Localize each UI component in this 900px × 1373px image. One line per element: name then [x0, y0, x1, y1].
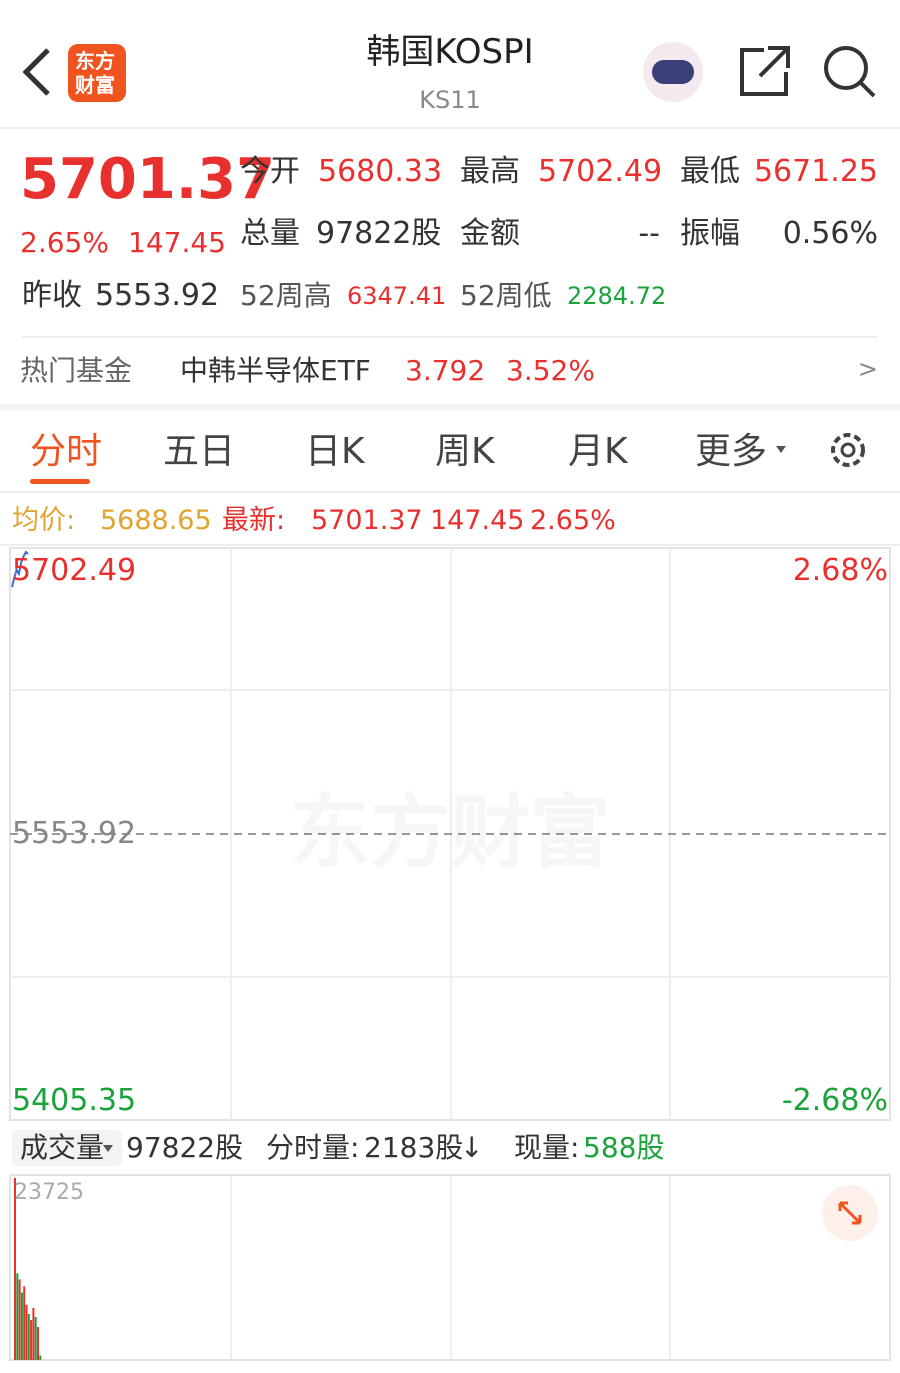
volume-caret [103, 1145, 113, 1152]
volume-bar [14, 1178, 16, 1360]
back-button[interactable] [22, 48, 50, 96]
label: 振幅 [680, 216, 740, 251]
logo [68, 44, 126, 102]
latest-price: 5701.37 [311, 505, 423, 536]
label: 昨收 [22, 278, 82, 313]
volume-bar [32, 1307, 35, 1360]
y-tick-label: 5553.92 [12, 816, 137, 851]
last-price: 5701.37 [20, 147, 276, 212]
latest-pct: 2.65% [530, 505, 616, 536]
high: 5702.49 [538, 154, 663, 189]
current-volume: 588股 [583, 1131, 665, 1164]
volume-bar [18, 1279, 21, 1360]
index-code: KS11 [419, 86, 481, 114]
fund-label: 热门基金 [20, 354, 133, 387]
amount: -- [638, 216, 660, 251]
minute-volume-label: 分时量: [266, 1131, 360, 1164]
low: 5671.25 [753, 154, 878, 189]
expand-icon [838, 1201, 862, 1225]
change-pct: 2.65% [20, 226, 109, 259]
more-caret [776, 446, 786, 453]
label: 最低 [680, 154, 740, 189]
page-title: 韩国KOSPI [366, 32, 534, 72]
fund-name[interactable]: 中韩半导体ETF [180, 354, 371, 387]
fund-pct: 3.52% [506, 354, 595, 387]
avg-price: 5688.65 [100, 505, 212, 536]
volume-bar [30, 1320, 33, 1360]
volume-total: 97822股 [126, 1131, 244, 1164]
share-icon[interactable] [740, 46, 790, 96]
search-icon[interactable] [824, 46, 868, 90]
assistant-face [652, 60, 694, 84]
current-volume-label: 现量: [514, 1131, 580, 1164]
high-52w: 6347.41 [347, 282, 447, 310]
volume-label[interactable]: 成交量 [20, 1131, 105, 1164]
tab-underline [30, 479, 90, 484]
y-tick-label: 5405.35 [12, 1083, 137, 1118]
price-line [11, 550, 29, 588]
latest-label: 最新: [222, 505, 286, 536]
volume-bar [39, 1355, 42, 1360]
label: 今开 [240, 154, 300, 189]
low-52w: 2284.72 [567, 282, 667, 310]
volume-bar [27, 1313, 30, 1360]
volume-bar [37, 1327, 39, 1360]
tab[interactable]: 五日 [163, 431, 236, 472]
label: 金额 [460, 216, 520, 251]
grid [10, 548, 890, 1360]
tab[interactable]: 更多 [695, 431, 768, 472]
search-handle [859, 81, 876, 98]
tab[interactable]: 日K [305, 431, 365, 472]
latest-change: 147.45 [430, 505, 525, 536]
prev-close: 5553.92 [95, 278, 220, 313]
volume-bar [25, 1304, 28, 1360]
y-tick-label: 5702.49 [12, 553, 137, 588]
fund-price: 3.792 [405, 354, 486, 387]
volume-bar [20, 1292, 23, 1360]
y2-tick-label: 2.68% [792, 553, 888, 588]
avg-label: 均价: [12, 505, 76, 536]
volume-bar [16, 1273, 19, 1360]
logo-text: 东方 [75, 49, 115, 73]
tab[interactable]: 周K [435, 431, 495, 472]
logo-text: 财富 [75, 73, 115, 97]
amplitude: 0.56% [782, 216, 878, 251]
settings-icon[interactable] [831, 433, 865, 467]
tab[interactable]: 分时 [30, 431, 103, 472]
settings-core [840, 442, 856, 458]
volume-tick-label: 23725 [14, 1180, 84, 1205]
volume: 97822股 [316, 216, 442, 251]
fund-arrow[interactable]: > [857, 355, 878, 383]
label: 52周高 [240, 279, 332, 312]
open: 5680.33 [318, 154, 443, 189]
minute-volume-arrow: ↓ [460, 1131, 484, 1164]
minute-volume: 2183股 [364, 1131, 464, 1164]
divider-band [0, 404, 900, 410]
volume-chart-frame [9, 1174, 891, 1361]
label: 52周低 [460, 279, 552, 312]
tab[interactable]: 月K [568, 431, 628, 472]
volume-bar [23, 1286, 26, 1360]
change: 147.45 [128, 226, 226, 259]
volume-bar [34, 1317, 37, 1360]
label: 最高 [460, 154, 520, 189]
volume-selector[interactable] [12, 1130, 122, 1166]
label: 总量 [240, 216, 300, 251]
y2-tick-label: -2.68% [781, 1083, 888, 1118]
